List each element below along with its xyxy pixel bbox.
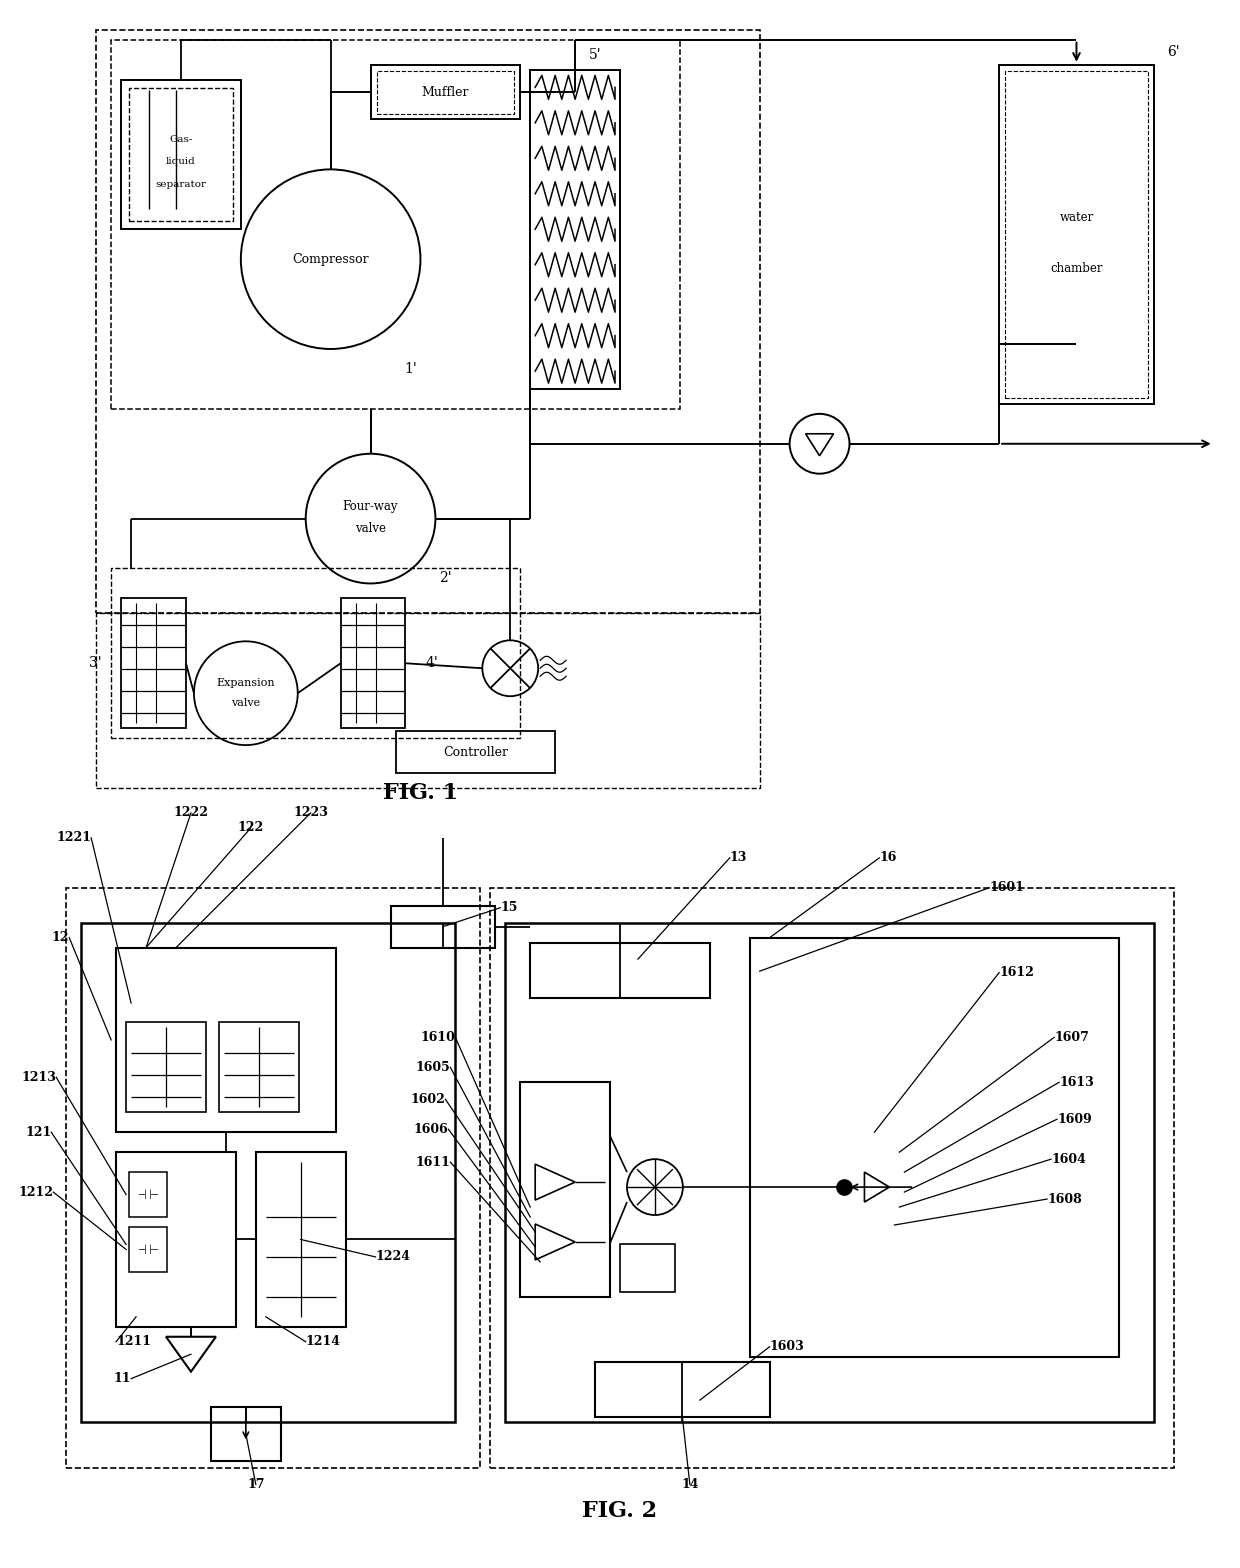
Text: 1605: 1605 xyxy=(415,1062,450,1074)
Text: 1607: 1607 xyxy=(1054,1030,1089,1044)
Text: 1601: 1601 xyxy=(990,881,1024,894)
Text: 1212: 1212 xyxy=(19,1185,53,1198)
Text: 1221: 1221 xyxy=(56,831,92,845)
Text: valve: valve xyxy=(355,522,386,535)
Bar xyxy=(750,938,1118,1356)
Bar xyxy=(595,1361,770,1416)
Bar xyxy=(129,1173,167,1217)
Bar xyxy=(211,1406,280,1461)
Bar xyxy=(129,1228,167,1272)
Text: 1224: 1224 xyxy=(376,1250,410,1264)
Text: separator: separator xyxy=(155,180,207,188)
Bar xyxy=(620,1243,675,1292)
Bar xyxy=(1006,71,1148,398)
Bar xyxy=(122,599,186,728)
Text: 1608: 1608 xyxy=(1047,1193,1081,1206)
Text: 121: 121 xyxy=(25,1126,51,1138)
Bar xyxy=(117,947,336,1132)
Text: Gas-: Gas- xyxy=(170,135,192,144)
Text: ─┤├─: ─┤├─ xyxy=(138,1190,157,1200)
Text: 1211: 1211 xyxy=(117,1336,151,1348)
Text: FIG. 1: FIG. 1 xyxy=(383,782,458,804)
Bar xyxy=(341,599,405,728)
Text: 13: 13 xyxy=(730,851,748,864)
Text: 1604: 1604 xyxy=(1052,1152,1086,1165)
Text: 1611: 1611 xyxy=(415,1156,450,1168)
Text: liquid: liquid xyxy=(166,157,196,166)
Text: 1223: 1223 xyxy=(293,806,329,820)
Text: 122: 122 xyxy=(238,822,264,834)
Bar xyxy=(122,80,241,229)
Text: 5': 5' xyxy=(589,47,601,61)
Text: 14: 14 xyxy=(681,1479,698,1491)
Text: 1602: 1602 xyxy=(410,1093,445,1105)
Bar xyxy=(490,887,1174,1469)
Text: Muffler: Muffler xyxy=(422,86,469,99)
Text: water: water xyxy=(1059,210,1094,224)
Text: 1606: 1606 xyxy=(414,1123,449,1135)
Bar xyxy=(117,1152,236,1327)
Text: 1214: 1214 xyxy=(306,1336,341,1348)
Bar xyxy=(255,1152,346,1327)
Text: 1613: 1613 xyxy=(1059,1076,1094,1088)
Text: Four-way: Four-way xyxy=(342,500,398,513)
Bar xyxy=(531,942,709,997)
Text: FIG. 2: FIG. 2 xyxy=(583,1501,657,1523)
Text: 1610: 1610 xyxy=(420,1030,455,1044)
Text: Expansion: Expansion xyxy=(217,679,275,688)
Text: ─┤├─: ─┤├─ xyxy=(138,1245,157,1254)
Text: 1213: 1213 xyxy=(21,1071,56,1083)
Bar xyxy=(377,71,515,113)
Text: Compressor: Compressor xyxy=(293,252,370,265)
Text: chamber: chamber xyxy=(1050,262,1102,274)
Text: 12: 12 xyxy=(52,931,69,944)
Text: 4': 4' xyxy=(425,657,438,670)
Bar xyxy=(112,569,521,739)
Text: Controller: Controller xyxy=(443,745,508,759)
Text: 1603: 1603 xyxy=(770,1341,805,1353)
Bar xyxy=(81,922,455,1422)
Text: 2': 2' xyxy=(439,571,451,585)
Bar xyxy=(126,1022,206,1112)
Text: 3': 3' xyxy=(88,657,102,670)
Bar xyxy=(219,1022,299,1112)
Bar xyxy=(129,88,233,221)
Bar xyxy=(999,64,1153,405)
Text: 1222: 1222 xyxy=(174,806,208,820)
Text: 1': 1' xyxy=(404,362,417,376)
Text: valve: valve xyxy=(232,698,260,709)
Text: 6': 6' xyxy=(1167,44,1180,58)
Text: 17: 17 xyxy=(247,1479,264,1491)
Text: 15: 15 xyxy=(500,902,517,914)
Bar xyxy=(505,922,1153,1422)
Bar xyxy=(396,731,556,773)
Bar xyxy=(371,64,521,119)
Text: 16: 16 xyxy=(879,851,897,864)
Bar xyxy=(112,39,680,409)
Bar xyxy=(97,613,760,789)
Bar xyxy=(531,69,620,389)
Bar xyxy=(97,30,760,613)
Bar xyxy=(391,906,495,947)
Bar xyxy=(521,1082,610,1297)
Text: 1609: 1609 xyxy=(1056,1113,1091,1126)
Text: 11: 11 xyxy=(114,1372,131,1385)
Text: 1612: 1612 xyxy=(999,966,1034,978)
Bar xyxy=(66,887,480,1469)
